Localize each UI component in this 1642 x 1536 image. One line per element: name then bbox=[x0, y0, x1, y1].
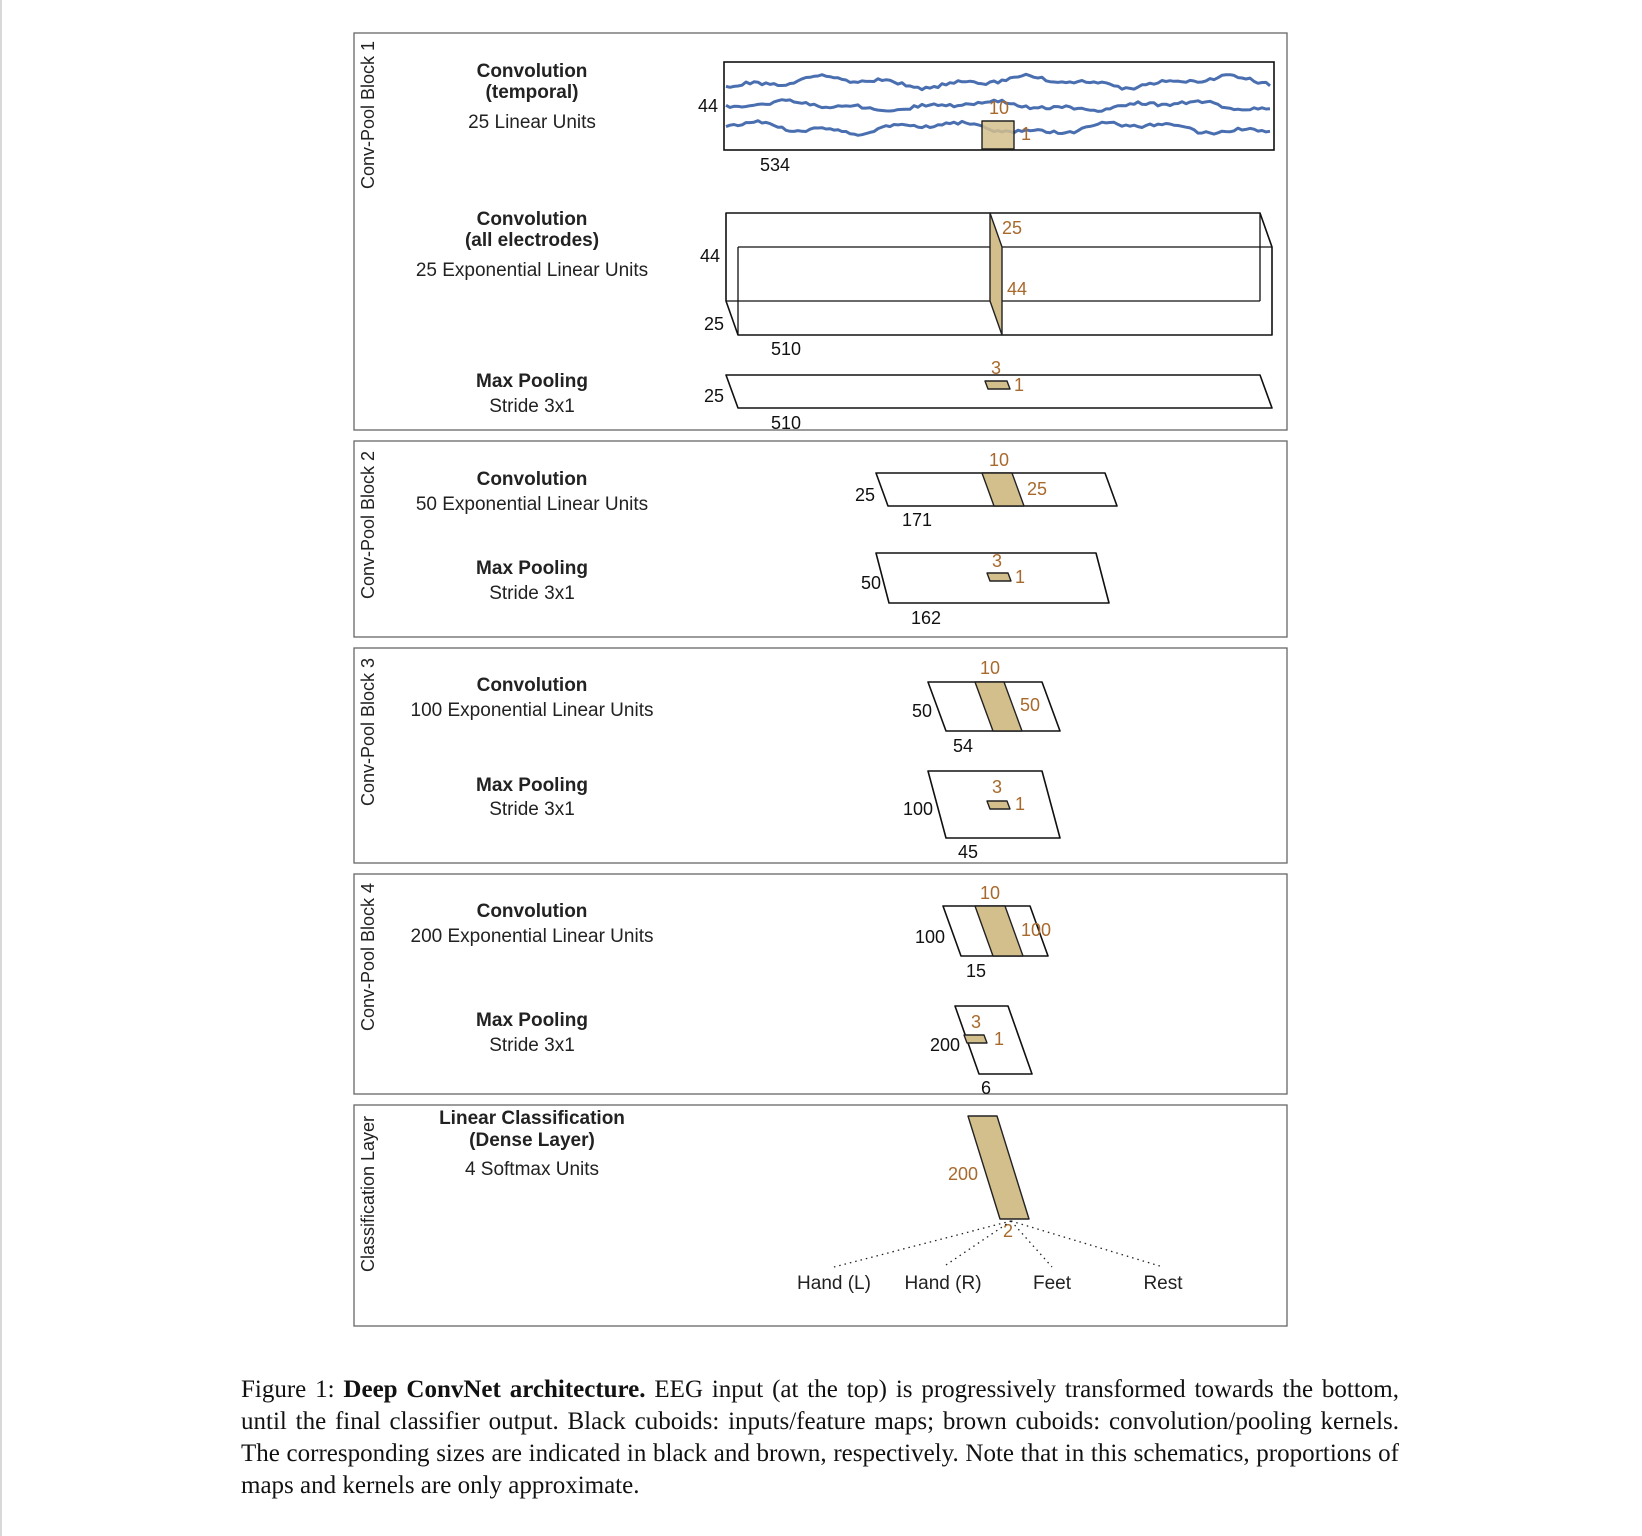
block-label: Conv-Pool Block 1 bbox=[358, 41, 378, 189]
kernel-size-label: 1 bbox=[1021, 124, 1031, 144]
conv-kernel bbox=[974, 681, 1023, 732]
kernel-size-label: 3 bbox=[991, 358, 1001, 378]
panel-block-3 bbox=[353, 647, 1288, 864]
class-label: Hand (L) bbox=[797, 1273, 871, 1294]
size-label: 200 bbox=[930, 1035, 960, 1055]
kernel-size-label: 100 bbox=[1021, 920, 1051, 940]
output-connections bbox=[833, 1220, 1164, 1268]
kernel-size-label: 1 bbox=[1015, 794, 1025, 814]
size-label: 171 bbox=[902, 510, 932, 530]
size-label: 510 bbox=[771, 339, 801, 359]
panel-block-2 bbox=[353, 440, 1288, 638]
layer-title: Convolution bbox=[477, 209, 588, 230]
layer-title: Convolution bbox=[477, 469, 588, 490]
kernel-size-label: 25 bbox=[1027, 479, 1047, 499]
kernel-size-label: 10 bbox=[989, 98, 1009, 118]
caption-title: Deep ConvNet architecture. bbox=[343, 1376, 646, 1403]
layer-units: 50 Exponential Linear Units bbox=[416, 494, 648, 515]
layer-stride: Stride 3x1 bbox=[489, 396, 575, 417]
block-label: Classification Layer bbox=[358, 1116, 378, 1272]
pooling-kernel bbox=[963, 1034, 988, 1044]
size-label: 50 bbox=[861, 573, 881, 593]
kernel-size-label: 1 bbox=[994, 1029, 1004, 1049]
kernel-size-label: 2 bbox=[1003, 1221, 1013, 1241]
layer-title: Max Pooling bbox=[476, 775, 588, 796]
layer-units: 100 Exponential Linear Units bbox=[411, 700, 654, 721]
layer-title: (temporal) bbox=[486, 82, 579, 103]
block-label: Conv-Pool Block 4 bbox=[358, 883, 378, 1031]
layer-title: Max Pooling bbox=[476, 558, 588, 579]
temporal-kernel bbox=[981, 120, 1015, 150]
kernel-size-label: 10 bbox=[980, 658, 1000, 678]
figure-caption: Figure 1: Deep ConvNet architecture. EEG… bbox=[241, 1374, 1399, 1502]
size-label: 6 bbox=[981, 1078, 991, 1098]
layer-stride: Stride 3x1 bbox=[489, 799, 575, 820]
kernel-size-label: 3 bbox=[992, 551, 1002, 571]
layer-title: Max Pooling bbox=[476, 371, 588, 392]
kernel-size-label: 44 bbox=[1007, 279, 1027, 299]
kernel-size-label: 200 bbox=[948, 1164, 978, 1184]
layer-units: 200 Exponential Linear Units bbox=[411, 926, 654, 947]
panel-block-4 bbox=[353, 873, 1288, 1095]
size-label: 25 bbox=[704, 314, 724, 334]
kernel-size-label: 50 bbox=[1020, 695, 1040, 715]
kernel-size-label: 25 bbox=[1002, 218, 1022, 238]
class-label: Rest bbox=[1143, 1273, 1183, 1294]
size-label: 44 bbox=[700, 246, 720, 266]
class-label: Feet bbox=[1033, 1273, 1072, 1294]
layer-title: (all electrodes) bbox=[465, 230, 599, 251]
size-label: 50 bbox=[912, 701, 932, 721]
layer-stride: Stride 3x1 bbox=[489, 583, 575, 604]
layer-title: Convolution bbox=[477, 901, 588, 922]
block-label: Conv-Pool Block 2 bbox=[358, 451, 378, 599]
caption-prefix: Figure 1: bbox=[241, 1376, 344, 1403]
layer-title: Linear Classification bbox=[439, 1108, 625, 1129]
layer-units: 25 Exponential Linear Units bbox=[416, 260, 648, 281]
pooling-kernel bbox=[984, 380, 1011, 390]
size-label: 54 bbox=[953, 736, 973, 756]
pooling-kernel bbox=[986, 800, 1011, 810]
conv-kernel bbox=[974, 905, 1024, 957]
kernel-size-label: 1 bbox=[1014, 375, 1024, 395]
layer-title: Convolution bbox=[477, 61, 588, 82]
size-label: 100 bbox=[903, 799, 933, 819]
layer-units: 25 Linear Units bbox=[468, 112, 596, 133]
layer-stride: Stride 3x1 bbox=[489, 1035, 575, 1056]
layer-units: 4 Softmax Units bbox=[465, 1159, 599, 1180]
panel-block-1 bbox=[353, 32, 1288, 431]
kernel-size-label: 3 bbox=[992, 777, 1002, 797]
size-label: 25 bbox=[855, 485, 875, 505]
size-label: 15 bbox=[966, 961, 986, 981]
dense-kernel bbox=[967, 1115, 1030, 1220]
size-label: 25 bbox=[704, 386, 724, 406]
layer-title: Max Pooling bbox=[476, 1010, 588, 1031]
layer-title: (Dense Layer) bbox=[469, 1130, 595, 1151]
kernel-size-label: 1 bbox=[1015, 567, 1025, 587]
size-label: 534 bbox=[760, 155, 790, 175]
layer-title: Convolution bbox=[477, 675, 588, 696]
conv-kernel bbox=[981, 472, 1025, 507]
class-label: Hand (R) bbox=[904, 1273, 981, 1294]
panel-classification bbox=[353, 1104, 1288, 1327]
eeg-trace bbox=[725, 98, 1271, 113]
kernel-size-label: 3 bbox=[971, 1012, 981, 1032]
kernel-size-label: 10 bbox=[989, 450, 1009, 470]
spatial-kernel bbox=[989, 212, 1003, 336]
size-label: 510 bbox=[771, 413, 801, 433]
size-label: 44 bbox=[698, 96, 718, 116]
size-label: 162 bbox=[911, 608, 941, 628]
caption-text: EEG input (at the top) is progressively … bbox=[241, 1376, 1400, 1499]
size-label: 45 bbox=[958, 842, 978, 862]
size-label: 100 bbox=[915, 927, 945, 947]
pooling-kernel bbox=[986, 572, 1012, 582]
feature-map bbox=[725, 374, 1273, 409]
feature-map bbox=[954, 1005, 1033, 1075]
block-label: Conv-Pool Block 3 bbox=[358, 658, 378, 806]
eeg-trace bbox=[725, 72, 1271, 92]
kernel-size-label: 10 bbox=[980, 883, 1000, 903]
